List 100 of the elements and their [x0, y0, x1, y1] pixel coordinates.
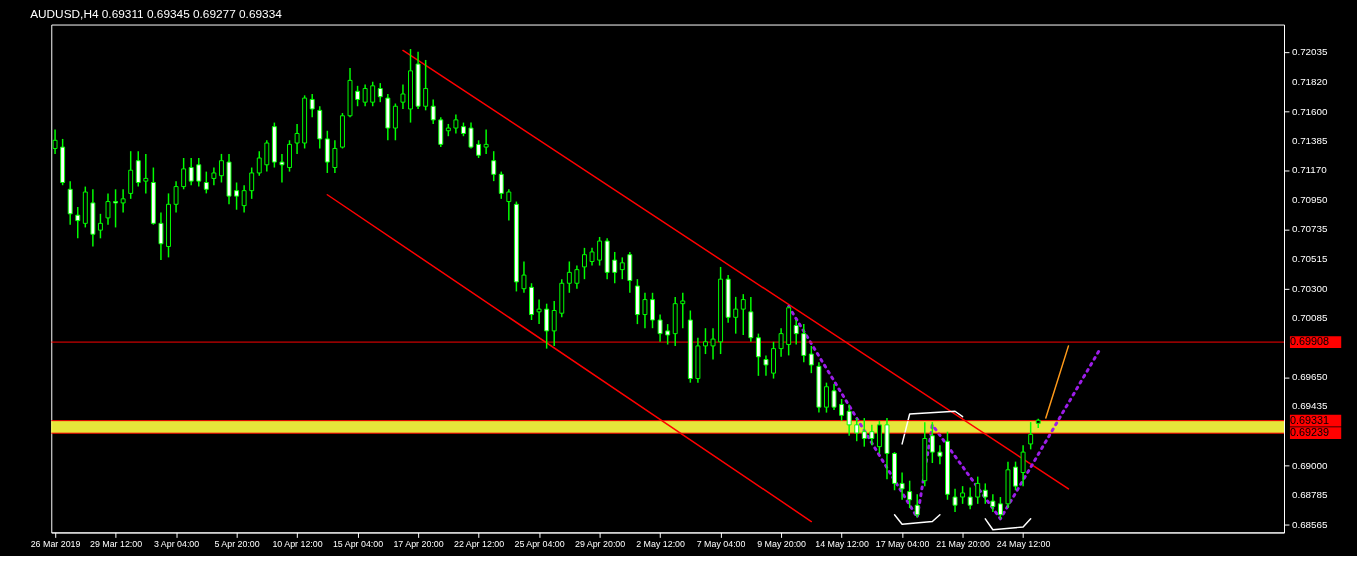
line-series [787, 304, 1101, 521]
candlestick [536, 298, 542, 325]
ref-line-label: 0.69331 [1289, 413, 1330, 426]
candlestick [113, 188, 119, 229]
y-tick-label: 0.68565 [1291, 518, 1329, 530]
candlestick [937, 444, 943, 466]
candlestick [135, 150, 141, 188]
candlestick [377, 82, 383, 103]
y-tick-label: 0.70515 [1291, 253, 1329, 265]
candlestick [498, 170, 504, 200]
y-tick-label: 0.70300 [1291, 282, 1329, 294]
x-tick-label: 29 Apr 20:00 [574, 538, 626, 549]
candlestick [861, 417, 867, 448]
candlestick [241, 184, 247, 214]
candlestick [551, 300, 557, 347]
candlestick [234, 181, 240, 211]
candlestick [105, 192, 111, 226]
candlestick [203, 170, 209, 195]
candlestick [597, 236, 603, 267]
x-tick-label: 22 Apr 12:00 [453, 538, 505, 549]
line-series [901, 410, 964, 445]
x-tick-label: 3 Apr 04:00 [153, 538, 200, 549]
x-tick-label: 25 Apr 04:00 [514, 538, 565, 549]
candlestick [581, 247, 587, 280]
x-tick-label: 5 Apr 20:00 [214, 538, 260, 549]
x-tick-label: 21 May 20:00 [936, 538, 991, 549]
candlestick [491, 150, 497, 182]
candlestick [982, 482, 988, 505]
candlestick [120, 188, 126, 214]
candlestick [801, 323, 807, 363]
x-tick-label: 17 Apr 20:00 [393, 538, 444, 549]
candlestick [793, 319, 799, 346]
x-tick-label: 15 Apr 04:00 [332, 538, 384, 549]
candlestick [755, 332, 761, 377]
candlestick [824, 381, 829, 414]
candlestick [839, 398, 845, 422]
candlestick [831, 383, 837, 411]
candlestick [869, 424, 875, 447]
candlestick [899, 471, 905, 501]
candlestick [740, 293, 746, 336]
x-tick-label: 7 May 04:00 [696, 538, 746, 549]
y-tick-label: 0.71385 [1291, 134, 1329, 146]
y-tick-label: 0.70735 [1291, 223, 1329, 235]
candlestick [612, 251, 618, 284]
candlestick [952, 488, 958, 513]
candlestick [665, 323, 671, 346]
candlestick [846, 403, 852, 437]
x-tick-label: 2 May 12:00 [636, 538, 686, 549]
candlestick [914, 493, 920, 519]
x-tick-label: 17 May 04:00 [875, 538, 930, 549]
candlestick [430, 98, 436, 125]
candlestick [710, 327, 716, 361]
candlestick [778, 327, 784, 358]
candlestick [294, 123, 300, 155]
candlestick [181, 157, 187, 191]
candlestick [423, 59, 429, 112]
candlestick [1020, 444, 1026, 487]
candlestick [544, 302, 550, 350]
candlestick [158, 211, 164, 261]
x-tick-label: 24 May 12:00 [996, 538, 1051, 549]
candlestick [256, 150, 262, 177]
y-tick-label: 0.69435 [1291, 400, 1329, 412]
candlestick [97, 213, 103, 240]
candlestick [264, 139, 270, 173]
candlestick [173, 180, 179, 214]
y-tick-label: 0.68785 [1291, 488, 1329, 500]
x-tick-label: 10 Apr 12:00 [272, 538, 323, 549]
candlestick [929, 421, 935, 464]
candlestick [650, 292, 655, 329]
candlestick [143, 153, 149, 195]
candlestick [763, 354, 769, 377]
candlestick [642, 292, 648, 329]
candlestick [808, 345, 814, 374]
candlestick [1013, 460, 1019, 491]
candlestick [392, 102, 398, 142]
candlestick [453, 113, 459, 135]
chart-title: AUDUSD,H4 0.69311 0.69345 0.69277 0.69334 [30, 6, 283, 21]
candlestick [907, 479, 913, 509]
candlestick [468, 121, 474, 150]
candlestick [1028, 421, 1034, 451]
candlestick [566, 260, 572, 294]
candlestick [521, 260, 527, 294]
ref-line-label: 0.69908 [1289, 335, 1330, 348]
candlestick [249, 166, 255, 200]
candlestick [506, 188, 512, 222]
y-tick-label: 0.69650 [1291, 371, 1329, 383]
candlestick [975, 475, 981, 505]
candlestick [370, 81, 376, 107]
candlestick [619, 256, 625, 280]
y-tick-label: 0.71600 [1291, 105, 1329, 117]
candlestick [854, 417, 860, 442]
candlestick [680, 292, 686, 329]
candlestick [218, 153, 224, 184]
candlestick [702, 327, 708, 355]
y-tick-label: 0.71170 [1291, 164, 1328, 176]
candlestick [997, 496, 1003, 520]
x-tick-label: 9 May 20:00 [757, 538, 807, 549]
candlestick [75, 206, 81, 240]
candlestick [733, 296, 739, 335]
y-tick-label: 0.72035 [1291, 46, 1329, 58]
